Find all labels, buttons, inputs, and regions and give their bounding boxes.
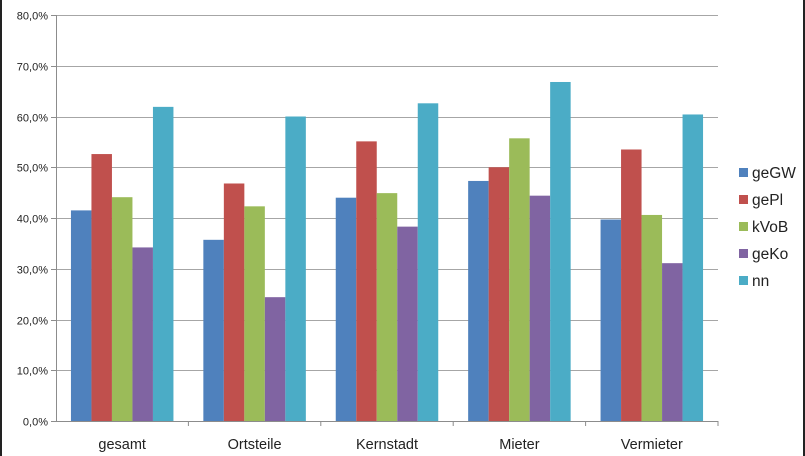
x-tick-label: Ortsteile xyxy=(228,437,282,453)
legend-label-geKo: geKo xyxy=(752,246,788,263)
bar-kVoB-gesamt xyxy=(111,197,133,421)
x-tick-label: Vermieter xyxy=(621,437,683,453)
bar-geKo-Vermieter xyxy=(662,263,683,421)
bar-geGW-gesamt xyxy=(70,210,92,421)
bar-geGW-Vermieter xyxy=(600,219,622,421)
x-axis-ticks: gesamt Ortsteile Kernstadt Mieter Vermieter xyxy=(98,421,719,453)
bar-nn-gesamt xyxy=(152,106,174,422)
bar-geKo-Ortsteile xyxy=(264,297,286,421)
bar-gePl-Kernstadt xyxy=(356,141,377,421)
bar-geGW-Mieter xyxy=(468,180,489,421)
x-tick-label: Mieter xyxy=(499,437,539,453)
axes xyxy=(56,15,718,422)
legend-swatch-geKo xyxy=(739,249,748,258)
legend-label-gePl: gePl xyxy=(752,192,783,209)
legend: geGW gePl kVoB geKo nn xyxy=(739,165,796,290)
bar-kVoB-Mieter xyxy=(509,138,530,421)
y-tick-label: 60,0% xyxy=(17,113,48,125)
y-tick-label: 20,0% xyxy=(17,316,48,328)
bar-geGW-Kernstadt xyxy=(335,197,357,421)
legend-swatch-kVoB xyxy=(739,222,748,231)
bar-geKo-Kernstadt xyxy=(397,226,418,421)
bar-gePl-gesamt xyxy=(91,154,112,421)
bar-kVoB-Vermieter xyxy=(641,214,663,421)
y-tick-label: 70,0% xyxy=(17,62,48,74)
legend-label-kVoB: kVoB xyxy=(752,219,788,236)
bar-nn-Kernstadt xyxy=(417,103,439,421)
bar-geGW-Ortsteile xyxy=(203,239,224,421)
x-tick-label: Kernstadt xyxy=(356,437,418,453)
y-tick-label: 40,0% xyxy=(17,214,48,226)
x-tick-label: gesamt xyxy=(98,437,146,453)
legend-swatch-nn xyxy=(739,276,748,285)
bar-nn-Ortsteile xyxy=(285,116,306,421)
y-tick-label: 0,0% xyxy=(23,417,48,429)
bar-geKo-gesamt xyxy=(132,247,153,421)
y-tick-label: 30,0% xyxy=(17,265,48,277)
bar-nn-Mieter xyxy=(550,81,571,422)
legend-swatch-gePl xyxy=(739,195,748,204)
bar-nn-Vermieter xyxy=(682,114,704,421)
bar-gePl-Mieter xyxy=(488,167,510,421)
bars xyxy=(70,81,704,422)
bar-kVoB-Ortsteile xyxy=(244,206,265,421)
bar-kVoB-Kernstadt xyxy=(376,193,398,421)
legend-swatch-geGW xyxy=(739,168,748,177)
y-axis-ticks: 0,0% 10,0% 20,0% 30,0% 40,0% 50,0% 60,0% 70,0% 8… xyxy=(17,11,56,429)
legend-label-geGW: geGW xyxy=(752,165,796,182)
y-tick-label: 10,0% xyxy=(17,366,48,378)
legend-label-nn: nn xyxy=(752,273,769,290)
y-tick-label: 80,0% xyxy=(17,11,48,23)
bar-gePl-Vermieter xyxy=(621,149,642,422)
y-tick-label: 50,0% xyxy=(17,163,48,175)
bar-gePl-Ortsteile xyxy=(223,183,245,421)
bar-geKo-Mieter xyxy=(529,195,551,421)
